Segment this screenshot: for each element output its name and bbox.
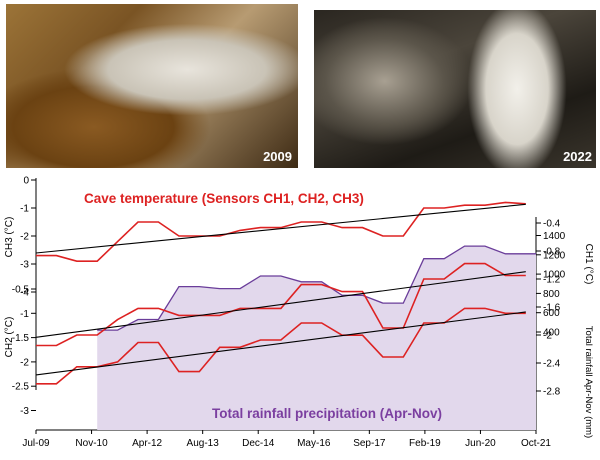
ch1-tick-label: -2.4: [543, 359, 561, 370]
rainfall-line: [97, 245, 536, 331]
chart-labels: 0 -1 -2 -3 -4 CH3 (°C) -0.5 -1 -1.5 -2 -2.5 -3 CH2 (…: [4, 176, 594, 450]
rain-tick-label: 1200: [543, 250, 566, 261]
x-tick-label: May-16: [297, 438, 331, 449]
x-tick-label: Oct-21: [521, 438, 551, 449]
x-tick-label: Nov-10: [75, 438, 108, 449]
trend-line-ch3: [35, 203, 526, 254]
ch1-tick-label: -1.2: [543, 275, 561, 286]
series-line-ch1: [36, 262, 526, 347]
rain-tick-label: 1400: [543, 231, 566, 242]
ch3-tick-label: 0: [23, 176, 29, 187]
ch1-tick-label: -1.6: [543, 303, 561, 314]
ch1-tick-label: -2.8: [543, 387, 561, 398]
x-tick-label: Jun-20: [465, 438, 496, 449]
rain-tick-label: 600: [543, 308, 560, 319]
cave-photo-2022: 2022: [304, 4, 598, 168]
ch2-tick-label: -0.5: [12, 285, 30, 296]
cave-photo-2022-image: [314, 10, 596, 168]
ch3-tick-label: -2: [20, 232, 29, 243]
ch2-tick-label: -1: [20, 309, 29, 320]
rain-tick-label: 1000: [543, 270, 566, 281]
x-tick-label: Jul-09: [22, 438, 50, 449]
rain-tick-label: 800: [543, 289, 560, 300]
temperature-series: [35, 201, 526, 385]
series-line-ch3: [36, 201, 526, 262]
ch2-tick-label: -2.5: [12, 382, 30, 393]
ch1-axis-title: CH1 (°C): [583, 244, 594, 285]
ch1-tick-label: -0.4: [543, 219, 561, 230]
ch2-tick-label: -3: [20, 406, 29, 417]
ch2-tick-label: -2: [20, 357, 29, 368]
ch1-tick-label: -2: [543, 331, 552, 342]
ch3-tick-label: -1: [20, 204, 29, 215]
trend-line-ch1: [35, 271, 526, 338]
x-tick-label: Dec-14: [242, 438, 275, 449]
photo-year-label-2009: 2009: [263, 149, 292, 164]
ch2-axis-title: CH2 (°C): [4, 317, 15, 358]
rainfall-fill: [97, 246, 536, 430]
ch3-axis-title: CH3 (°C): [4, 217, 15, 258]
rain-axis-title: Total rainfall Apr-Nov (mm): [583, 326, 594, 438]
trend-line-ch2: [35, 311, 526, 376]
rain-tick-label: 400: [543, 328, 560, 339]
ch1-tick-label: -0.8: [543, 247, 561, 258]
cave-temperature-chart: 0 -1 -2 -3 -4 CH3 (°C) -0.5 -1 -1.5 -2 -2.5 -3 CH2 (…: [4, 176, 594, 450]
cave-photo-2009: 2009: [6, 4, 298, 168]
x-tick-label: Aug-13: [187, 438, 220, 449]
rainfall-area: [97, 245, 536, 430]
photo-year-label-2022: 2022: [563, 149, 592, 164]
ch3-tick-label: -3: [20, 260, 29, 271]
ch3-tick-label: -4: [20, 288, 29, 299]
temperature-chart-title: Cave temperature (Sensors CH1, CH2, CH3): [84, 191, 364, 206]
ch2-tick-label: -1.5: [12, 333, 30, 344]
x-tick-label: Feb-19: [409, 438, 441, 449]
x-tick-label: Apr-12: [132, 438, 162, 449]
x-tick-label: Sep-17: [353, 438, 386, 449]
rainfall-chart-title: Total rainfall precipitation (Apr-Nov): [212, 406, 442, 421]
